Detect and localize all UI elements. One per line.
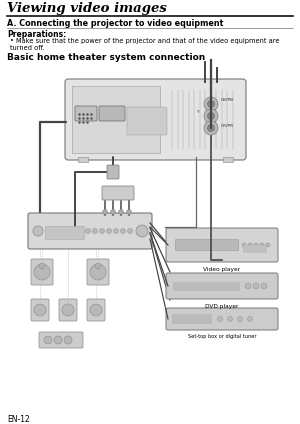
Circle shape (248, 316, 253, 321)
Circle shape (44, 336, 52, 344)
Text: Set-top box or digital tuner: Set-top box or digital tuner (188, 334, 256, 339)
Text: • Make sure that the power of the projector and that of the video equipment are : • Make sure that the power of the projec… (10, 38, 280, 51)
Circle shape (85, 229, 91, 234)
FancyBboxPatch shape (28, 213, 152, 249)
Circle shape (54, 336, 62, 344)
FancyBboxPatch shape (87, 259, 109, 285)
Text: Viewing video images: Viewing video images (7, 2, 167, 15)
Circle shape (34, 304, 46, 316)
Circle shape (208, 100, 214, 108)
Circle shape (204, 121, 218, 135)
Text: Preparations:: Preparations: (7, 30, 66, 39)
Circle shape (100, 229, 104, 234)
Circle shape (62, 304, 74, 316)
FancyBboxPatch shape (31, 259, 53, 285)
FancyBboxPatch shape (59, 299, 77, 321)
Circle shape (208, 125, 214, 131)
Circle shape (204, 109, 218, 123)
Circle shape (245, 283, 251, 289)
FancyBboxPatch shape (46, 226, 85, 240)
Circle shape (136, 225, 148, 237)
Text: EN-12: EN-12 (7, 415, 30, 424)
Text: CR/PR: CR/PR (221, 124, 234, 128)
Circle shape (90, 264, 106, 280)
Circle shape (227, 316, 232, 321)
Text: Y: Y (197, 110, 200, 114)
FancyBboxPatch shape (87, 299, 105, 321)
Circle shape (242, 243, 246, 247)
Circle shape (110, 209, 116, 215)
Circle shape (260, 243, 264, 247)
Text: A. Connecting the projector to video equipment: A. Connecting the projector to video equ… (7, 19, 224, 28)
Text: Basic home theater system connection: Basic home theater system connection (7, 53, 205, 62)
Circle shape (261, 283, 267, 289)
Bar (78, 157, 88, 162)
FancyBboxPatch shape (39, 332, 83, 348)
Circle shape (33, 226, 43, 236)
FancyBboxPatch shape (166, 228, 278, 262)
Circle shape (238, 316, 242, 321)
Circle shape (266, 243, 270, 247)
Circle shape (248, 243, 252, 247)
FancyBboxPatch shape (166, 273, 278, 299)
Circle shape (103, 209, 107, 215)
Text: CB/PB: CB/PB (221, 98, 234, 102)
Circle shape (218, 316, 223, 321)
Text: Video player: Video player (203, 267, 241, 272)
Circle shape (64, 336, 72, 344)
FancyBboxPatch shape (127, 107, 167, 135)
FancyBboxPatch shape (31, 299, 49, 321)
Circle shape (208, 112, 214, 120)
FancyBboxPatch shape (102, 186, 134, 200)
Circle shape (92, 229, 98, 234)
FancyBboxPatch shape (99, 106, 125, 121)
Circle shape (121, 229, 125, 234)
FancyBboxPatch shape (75, 106, 97, 121)
FancyBboxPatch shape (65, 79, 246, 160)
Circle shape (128, 229, 133, 234)
FancyBboxPatch shape (173, 315, 211, 323)
FancyBboxPatch shape (174, 283, 239, 290)
Circle shape (253, 283, 259, 289)
Circle shape (39, 263, 45, 269)
FancyBboxPatch shape (244, 245, 266, 252)
Circle shape (254, 243, 258, 247)
Circle shape (204, 97, 218, 111)
Bar (72, 86, 160, 153)
Circle shape (127, 209, 131, 215)
Circle shape (106, 229, 112, 234)
Circle shape (113, 229, 119, 234)
FancyBboxPatch shape (166, 308, 278, 330)
Bar (223, 157, 233, 162)
FancyBboxPatch shape (107, 165, 119, 179)
Text: DVD player: DVD player (205, 304, 239, 309)
Circle shape (34, 264, 50, 280)
FancyBboxPatch shape (176, 240, 239, 251)
Circle shape (95, 263, 101, 269)
Circle shape (118, 209, 124, 215)
Circle shape (90, 304, 102, 316)
